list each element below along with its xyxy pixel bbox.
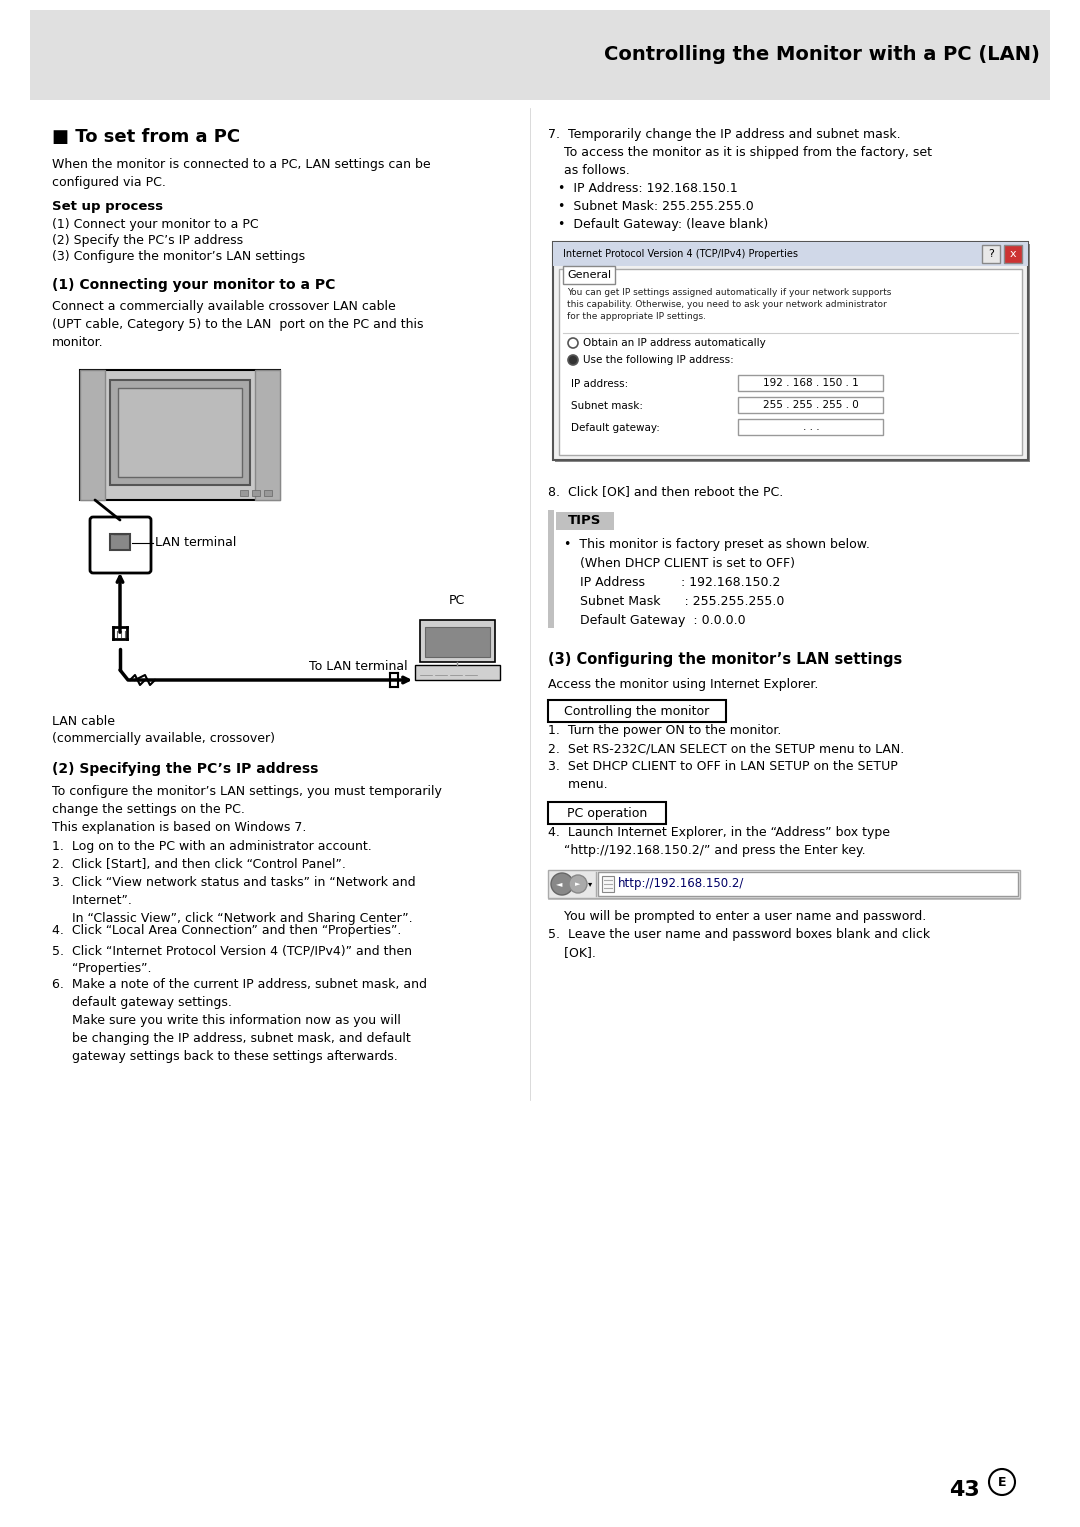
Text: 2.  Set RS-232C/LAN SELECT on the SETUP menu to LAN.: 2. Set RS-232C/LAN SELECT on the SETUP m…: [548, 742, 904, 754]
Text: LAN terminal: LAN terminal: [156, 536, 237, 550]
Text: 3.  Click “View network status and tasks” in “Network and
     Internet”.
     I: 3. Click “View network status and tasks”…: [52, 876, 416, 925]
Text: Default gateway:: Default gateway:: [571, 423, 660, 434]
FancyBboxPatch shape: [255, 370, 280, 499]
FancyBboxPatch shape: [982, 244, 1000, 263]
Circle shape: [568, 354, 578, 365]
FancyBboxPatch shape: [555, 244, 1030, 463]
Text: (3) Configuring the monitor’s LAN settings: (3) Configuring the monitor’s LAN settin…: [548, 652, 902, 667]
FancyBboxPatch shape: [598, 872, 1018, 896]
Text: (1) Connect your monitor to a PC: (1) Connect your monitor to a PC: [52, 218, 258, 231]
Text: 1.  Log on to the PC with an administrator account.: 1. Log on to the PC with an administrato…: [52, 840, 372, 854]
FancyBboxPatch shape: [426, 628, 490, 657]
Text: (2) Specifying the PC’s IP address: (2) Specifying the PC’s IP address: [52, 762, 319, 776]
Text: x: x: [1010, 249, 1016, 260]
Circle shape: [569, 875, 588, 893]
Text: Controlling the Monitor with a PC (LAN): Controlling the Monitor with a PC (LAN): [604, 46, 1040, 64]
FancyBboxPatch shape: [738, 418, 883, 435]
Text: 3.  Set DHCP CLIENT to OFF in LAN SETUP on the SETUP
     menu.: 3. Set DHCP CLIENT to OFF in LAN SETUP o…: [548, 760, 897, 791]
FancyBboxPatch shape: [548, 802, 666, 825]
FancyBboxPatch shape: [252, 490, 260, 496]
FancyBboxPatch shape: [548, 870, 1020, 898]
Text: (2) Specify the PC’s IP address: (2) Specify the PC’s IP address: [52, 234, 243, 247]
Text: Set up process: Set up process: [52, 200, 163, 212]
Text: 5.  Leave the user name and password boxes blank and click
    [OK].: 5. Leave the user name and password boxe…: [548, 928, 930, 959]
Text: 5.  Click “Internet Protocol Version 4 (TCP/IPv4)” and then
     “Properties”.: 5. Click “Internet Protocol Version 4 (T…: [52, 944, 411, 976]
FancyBboxPatch shape: [602, 876, 615, 892]
FancyBboxPatch shape: [90, 518, 151, 573]
Text: (1) Connecting your monitor to a PC: (1) Connecting your monitor to a PC: [52, 278, 336, 292]
Text: as follows.: as follows.: [548, 163, 630, 177]
FancyBboxPatch shape: [264, 490, 272, 496]
Text: You can get IP settings assigned automatically if your network supports
this cap: You can get IP settings assigned automat…: [567, 289, 891, 321]
Text: Access the monitor using Internet Explorer.: Access the monitor using Internet Explor…: [548, 678, 819, 692]
Text: ►: ►: [576, 881, 581, 887]
Text: ◄: ◄: [556, 880, 563, 889]
Circle shape: [551, 873, 573, 895]
Text: 7.  Temporarily change the IP address and subnet mask.: 7. Temporarily change the IP address and…: [548, 128, 901, 140]
Text: General: General: [567, 270, 611, 279]
Text: 8.  Click [OK] and then reboot the PC.: 8. Click [OK] and then reboot the PC.: [548, 486, 783, 498]
Text: 4.  Launch Internet Explorer, in the “Address” box type
    “http://192.168.150.: 4. Launch Internet Explorer, in the “Add…: [548, 826, 890, 857]
Text: ▾: ▾: [588, 880, 592, 889]
FancyBboxPatch shape: [553, 241, 1028, 266]
Text: Subnet mask:: Subnet mask:: [571, 402, 643, 411]
FancyBboxPatch shape: [80, 370, 105, 499]
Text: Use the following IP address:: Use the following IP address:: [583, 354, 733, 365]
Bar: [30, 11, 1050, 99]
Text: 1.  Turn the power ON to the monitor.: 1. Turn the power ON to the monitor.: [548, 724, 781, 738]
FancyBboxPatch shape: [548, 510, 554, 628]
Text: ■ To set from a PC: ■ To set from a PC: [52, 128, 240, 147]
FancyBboxPatch shape: [738, 397, 883, 412]
Text: Connect a commercially available crossover LAN cable
(UPT cable, Category 5) to : Connect a commercially available crossov…: [52, 299, 423, 350]
Text: ?: ?: [988, 249, 994, 260]
Text: PC: PC: [449, 594, 465, 608]
Text: LAN cable
(commercially available, crossover): LAN cable (commercially available, cross…: [52, 715, 275, 745]
Text: 255 . 255 . 255 . 0: 255 . 255 . 255 . 0: [764, 400, 859, 411]
FancyBboxPatch shape: [556, 512, 615, 530]
Text: When the monitor is connected to a PC, LAN settings can be
configured via PC.: When the monitor is connected to a PC, L…: [52, 157, 431, 189]
FancyBboxPatch shape: [1004, 244, 1022, 263]
FancyBboxPatch shape: [415, 664, 500, 680]
Text: You will be prompted to enter a user name and password.: You will be prompted to enter a user nam…: [548, 910, 927, 922]
Text: TIPS: TIPS: [568, 515, 602, 527]
Text: E: E: [998, 1475, 1007, 1489]
Text: •  Default Gateway: (leave blank): • Default Gateway: (leave blank): [558, 218, 768, 231]
Text: 43: 43: [949, 1480, 980, 1500]
FancyBboxPatch shape: [738, 376, 883, 391]
Text: http://192.168.150.2/: http://192.168.150.2/: [618, 878, 744, 890]
Text: •  Subnet Mask: 255.255.255.0: • Subnet Mask: 255.255.255.0: [558, 200, 754, 212]
FancyBboxPatch shape: [240, 490, 248, 496]
Text: 2.  Click [Start], and then click “Control Panel”.: 2. Click [Start], and then click “Contro…: [52, 858, 346, 870]
Text: 4.  Click “Local Area Connection” and then “Properties”.: 4. Click “Local Area Connection” and the…: [52, 924, 402, 938]
Text: 192 . 168 . 150 . 1: 192 . 168 . 150 . 1: [764, 379, 859, 388]
Text: (3) Configure the monitor’s LAN settings: (3) Configure the monitor’s LAN settings: [52, 250, 306, 263]
FancyBboxPatch shape: [110, 534, 130, 550]
FancyBboxPatch shape: [563, 266, 615, 284]
FancyBboxPatch shape: [553, 241, 1028, 460]
Text: . . .: . . .: [802, 421, 820, 432]
FancyBboxPatch shape: [118, 388, 242, 476]
Text: Controlling the monitor: Controlling the monitor: [565, 704, 710, 718]
Text: 6.  Make a note of the current IP address, subnet mask, and
     default gateway: 6. Make a note of the current IP address…: [52, 977, 427, 1063]
Text: To LAN terminal: To LAN terminal: [309, 660, 408, 672]
FancyBboxPatch shape: [80, 370, 280, 499]
FancyBboxPatch shape: [420, 620, 495, 663]
Text: PC operation: PC operation: [567, 806, 647, 820]
FancyBboxPatch shape: [110, 380, 249, 486]
Text: IP address:: IP address:: [571, 379, 629, 389]
Text: To configure the monitor’s LAN settings, you must temporarily
change the setting: To configure the monitor’s LAN settings,…: [52, 785, 442, 834]
Text: To access the monitor as it is shipped from the factory, set: To access the monitor as it is shipped f…: [548, 147, 932, 159]
Text: Obtain an IP address automatically: Obtain an IP address automatically: [583, 337, 766, 348]
Text: •  This monitor is factory preset as shown below.
    (When DHCP CLIENT is set t: • This monitor is factory preset as show…: [564, 538, 869, 628]
FancyBboxPatch shape: [559, 269, 1022, 455]
Text: Internet Protocol Version 4 (TCP/IPv4) Properties: Internet Protocol Version 4 (TCP/IPv4) P…: [563, 249, 798, 260]
FancyBboxPatch shape: [548, 699, 726, 722]
Text: •  IP Address: 192.168.150.1: • IP Address: 192.168.150.1: [558, 182, 738, 195]
